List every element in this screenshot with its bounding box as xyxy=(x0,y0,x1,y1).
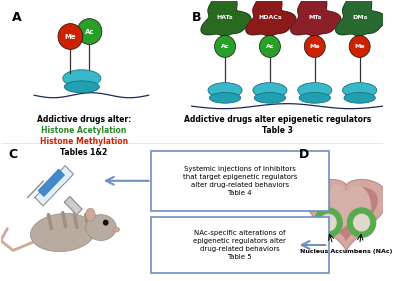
Text: Me: Me xyxy=(354,44,365,49)
Ellipse shape xyxy=(208,83,242,98)
Text: Ac: Ac xyxy=(85,29,94,35)
Polygon shape xyxy=(315,187,377,240)
Polygon shape xyxy=(341,186,370,230)
Text: C: C xyxy=(8,148,18,161)
Polygon shape xyxy=(35,166,73,206)
Circle shape xyxy=(103,220,108,226)
Text: HATs: HATs xyxy=(217,15,233,20)
Circle shape xyxy=(353,214,370,232)
Circle shape xyxy=(349,35,370,57)
Ellipse shape xyxy=(86,208,95,221)
Ellipse shape xyxy=(344,92,375,103)
Text: D: D xyxy=(298,148,309,161)
Circle shape xyxy=(58,24,83,49)
Text: Ac: Ac xyxy=(221,44,229,49)
Polygon shape xyxy=(336,0,386,36)
Text: A: A xyxy=(12,11,22,24)
Text: Systemic injections of inhibitors
that target epigenetic regulators
alter drug-r: Systemic injections of inhibitors that t… xyxy=(183,166,297,196)
Text: Table 3: Table 3 xyxy=(262,126,293,135)
Ellipse shape xyxy=(343,83,377,98)
Polygon shape xyxy=(64,196,82,215)
Text: Histone Acetylation: Histone Acetylation xyxy=(41,126,126,135)
Polygon shape xyxy=(291,0,341,36)
Circle shape xyxy=(304,35,325,57)
Ellipse shape xyxy=(209,92,241,103)
Text: NAc-specific alterations of
epigenetic regulators alter
drug-related behaviors
T: NAc-specific alterations of epigenetic r… xyxy=(194,230,286,260)
Ellipse shape xyxy=(298,83,332,98)
Ellipse shape xyxy=(63,70,101,87)
FancyBboxPatch shape xyxy=(150,217,329,273)
Text: Tables 1&2: Tables 1&2 xyxy=(60,148,107,157)
Text: DMs: DMs xyxy=(352,15,367,20)
Text: Me: Me xyxy=(310,44,320,49)
Circle shape xyxy=(348,209,375,237)
Text: HDACs: HDACs xyxy=(258,15,282,20)
Text: Histone Methylation: Histone Methylation xyxy=(40,137,128,146)
Text: Me: Me xyxy=(64,33,76,40)
Text: MTs: MTs xyxy=(308,15,322,20)
Ellipse shape xyxy=(64,81,99,93)
Polygon shape xyxy=(201,0,251,36)
Ellipse shape xyxy=(113,227,120,232)
Ellipse shape xyxy=(30,214,95,251)
Polygon shape xyxy=(305,180,388,251)
Text: B: B xyxy=(192,11,201,24)
Circle shape xyxy=(260,35,280,57)
Polygon shape xyxy=(322,186,352,230)
FancyBboxPatch shape xyxy=(150,151,329,211)
Circle shape xyxy=(77,19,102,44)
Circle shape xyxy=(214,35,236,57)
Text: Ac: Ac xyxy=(266,44,274,49)
Ellipse shape xyxy=(299,92,330,103)
Text: Nucleus Accumbens (NAc): Nucleus Accumbens (NAc) xyxy=(300,250,392,255)
Text: Addictive drugs alter:: Addictive drugs alter: xyxy=(37,115,131,124)
Circle shape xyxy=(315,209,342,237)
Polygon shape xyxy=(38,169,64,196)
Polygon shape xyxy=(246,0,296,36)
Ellipse shape xyxy=(254,92,286,103)
Ellipse shape xyxy=(253,83,287,98)
Ellipse shape xyxy=(86,215,116,241)
Circle shape xyxy=(320,214,337,232)
Text: Addictive drugs alter epigenetic regulators: Addictive drugs alter epigenetic regulat… xyxy=(184,115,371,124)
